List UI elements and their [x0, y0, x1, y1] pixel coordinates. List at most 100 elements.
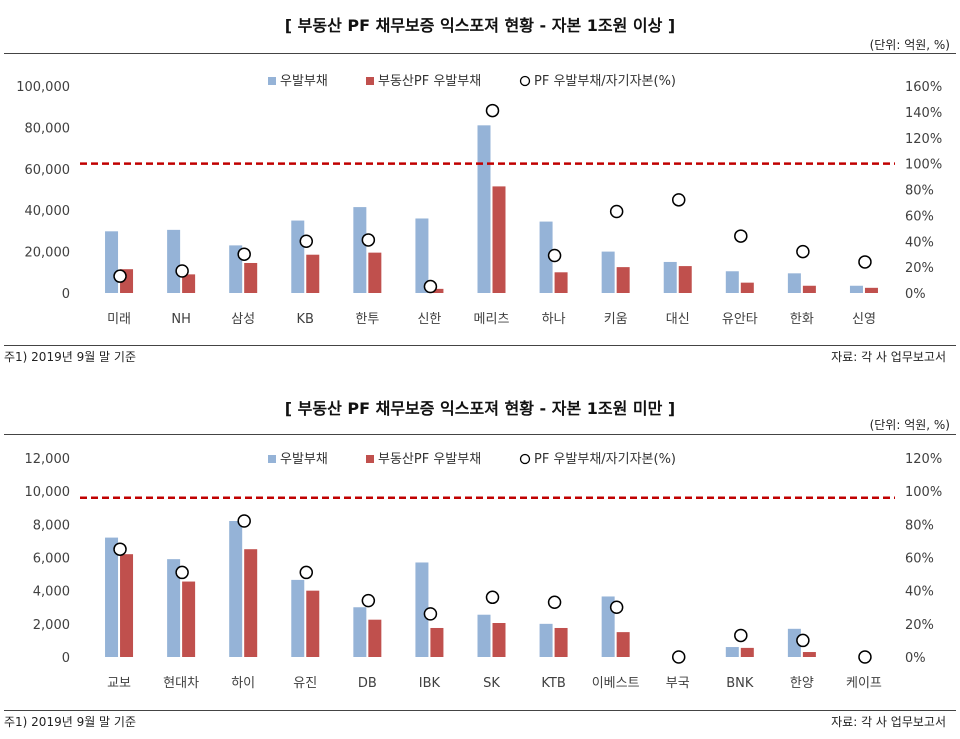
- right-axis-tick-label: 100%: [905, 158, 942, 173]
- category-label: 하나: [542, 312, 566, 327]
- legend-label: 부동산PF 우발부채: [378, 452, 481, 467]
- left-axis-tick-label: 6,000: [33, 552, 70, 567]
- bar-contingent-liability: [353, 607, 367, 657]
- legend-swatch-pf: [366, 77, 374, 85]
- category-label: 유안타: [722, 312, 758, 327]
- right-axis-tick-label: 100%: [905, 485, 942, 500]
- ratio-marker: [547, 248, 562, 263]
- legend-swatch-contingent: [268, 77, 276, 85]
- bar-pf-liability: [430, 627, 444, 657]
- chart-1-title: [ 부동산 PF 채무보증 익스포져 현황 - 자본 1조원 이상 ]: [284, 16, 676, 35]
- left-axis-tick-label: 10,000: [25, 485, 71, 500]
- ratio-marker: [485, 103, 500, 118]
- ratio-marker: [671, 650, 686, 664]
- category-label: 미래: [107, 312, 131, 327]
- left-axis-tick-label: 20,000: [25, 246, 71, 261]
- ratio-marker: [237, 514, 251, 528]
- left-axis-tick-label: 8,000: [33, 518, 70, 533]
- ratio-marker: [423, 279, 438, 294]
- bar-pf-liability: [368, 252, 382, 293]
- chart-2-unit-label: (단위: 억원, %): [869, 418, 950, 432]
- left-axis-tick-label: 40,000: [25, 204, 71, 219]
- legend-swatch-pf: [366, 455, 374, 463]
- legend-label: PF 우발부채/자기자본(%): [534, 452, 676, 467]
- bar-pf-liability: [182, 274, 196, 293]
- category-label: 메리츠: [474, 312, 510, 327]
- right-axis-tick-label: 40%: [905, 235, 934, 250]
- chart-2-plot: 0 2,000 4,000 6,000 8,000 10,000 12,000 0% 20% 40…: [25, 452, 943, 691]
- bar-contingent-liability: [167, 229, 181, 293]
- ratio-marker: [113, 542, 127, 556]
- category-label: 하이: [231, 676, 255, 691]
- category-label: 케이프: [846, 676, 882, 691]
- category-label: BNK: [726, 676, 754, 691]
- bar-pf-liability: [554, 627, 568, 657]
- left-axis-tick-label: 0: [62, 651, 70, 666]
- bar-contingent-liability: [167, 559, 181, 657]
- ratio-marker: [361, 593, 376, 608]
- right-axis-tick-label: 20%: [905, 618, 934, 633]
- bar-contingent-liability: [291, 579, 305, 657]
- category-label: SK: [483, 676, 500, 691]
- bar-contingent-liability: [601, 596, 615, 657]
- bar-pf-liability: [740, 282, 754, 293]
- ratio-marker: [671, 193, 686, 207]
- right-axis-tick-label: 160%: [905, 80, 942, 95]
- right-axis-tick-label: 60%: [905, 552, 934, 567]
- right-axis-tick-label: 20%: [905, 261, 934, 276]
- bar-pf-liability: [616, 632, 630, 657]
- bar-contingent-liability: [353, 207, 367, 293]
- category-label: 현대차: [163, 676, 199, 691]
- bar-pf-liability: [492, 623, 506, 657]
- right-axis-tick-label: 60%: [905, 209, 934, 224]
- legend-marker-ratio: [519, 453, 531, 465]
- ratio-marker: [858, 650, 872, 664]
- ratio-marker: [299, 234, 314, 248]
- left-axis-tick-label: 12,000: [25, 452, 71, 467]
- bar-pf-liability: [306, 590, 320, 657]
- bar-pf-liability: [430, 288, 444, 293]
- left-axis-tick-label: 80,000: [25, 121, 71, 136]
- ratio-marker: [423, 607, 438, 621]
- right-axis-tick-label: 140%: [905, 106, 942, 121]
- ratio-marker: [734, 628, 748, 643]
- ratio-marker: [361, 233, 376, 247]
- bar-pf-liability: [554, 272, 568, 293]
- chart-1-unit-label: (단위: 억원, %): [869, 38, 950, 52]
- bar-contingent-liability: [601, 251, 615, 293]
- bar-contingent-liability: [415, 218, 429, 293]
- category-label: 한투: [355, 312, 379, 327]
- category-label: DB: [358, 676, 377, 691]
- category-label: 삼성: [231, 312, 255, 327]
- bar-pf-liability: [802, 652, 816, 657]
- chart-2-footnote: 주1) 2019년 9월 말 기준: [4, 715, 136, 729]
- ratio-marker: [113, 269, 127, 283]
- chart-1-top-rule: [4, 53, 956, 54]
- right-axis-tick-label: 0%: [905, 287, 926, 302]
- category-label: 한양: [790, 676, 814, 691]
- ratio-marker: [175, 264, 189, 278]
- bar-contingent-liability: [787, 628, 801, 657]
- bar-contingent-liability: [477, 125, 491, 293]
- category-label: 키움: [604, 312, 628, 327]
- left-axis-tick-label: 100,000: [16, 80, 70, 95]
- left-axis-tick-label: 60,000: [25, 163, 71, 178]
- right-axis-tick-label: 0%: [905, 651, 926, 666]
- right-axis-tick-label: 80%: [905, 518, 934, 533]
- bar-contingent-liability: [849, 285, 863, 293]
- category-label: KTB: [541, 676, 565, 691]
- ratio-marker: [237, 247, 251, 261]
- bar-contingent-liability: [725, 271, 739, 293]
- bar-pf-liability: [616, 267, 630, 293]
- category-label: 신영: [852, 312, 876, 327]
- right-axis-tick-label: 120%: [905, 132, 942, 147]
- ratio-marker: [547, 595, 562, 610]
- ratio-marker: [734, 229, 748, 243]
- ratio-marker: [299, 565, 314, 580]
- bar-pf-liability: [306, 254, 320, 293]
- bar-pf-liability: [182, 581, 196, 657]
- bar-pf-liability: [678, 266, 692, 293]
- ratio-marker: [485, 590, 500, 605]
- bar-contingent-liability: [291, 220, 305, 293]
- bar-contingent-liability: [539, 221, 553, 293]
